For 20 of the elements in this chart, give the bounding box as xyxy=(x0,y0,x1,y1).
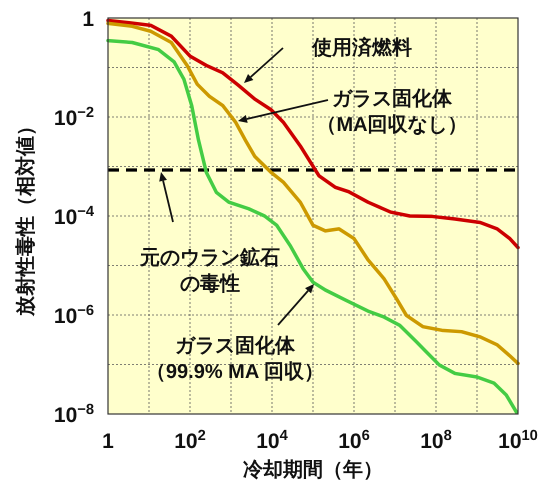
x-tick-label: 10$^{4}$ xyxy=(256,428,289,453)
annotation: 使用済燃料 xyxy=(311,36,412,59)
annotation: ガラス固化体 xyxy=(175,335,296,357)
annotation: （MA回収なし） xyxy=(316,114,468,136)
annotation: （99.9% MA 回収） xyxy=(146,361,324,383)
y-tick-label: 10$^{−8}$ xyxy=(54,402,94,427)
x-tick-label: 10$^{10}$ xyxy=(498,428,538,453)
y-tick-label: 10$^{−2}$ xyxy=(54,105,94,130)
x-tick-label: 1 xyxy=(102,430,114,453)
x-tick-label: 10$^{6}$ xyxy=(338,428,370,453)
y-tick-label: 10$^{−4}$ xyxy=(54,204,95,229)
annotation: 元のウラン鉱石 xyxy=(139,246,280,269)
y-axis-title: 放射性毒性（相対値） xyxy=(14,116,37,317)
x-tick-label: 10$^{8}$ xyxy=(420,428,452,453)
annotation: の毒性 xyxy=(180,273,240,295)
y-tick-label: 10$^{−6}$ xyxy=(54,303,94,328)
x-axis-title: 冷却期間（年） xyxy=(243,459,383,481)
annotation: ガラス固化体 xyxy=(332,88,453,110)
y-tick-label: 1 xyxy=(82,8,94,31)
x-tick-label: 10$^{2}$ xyxy=(174,428,206,453)
